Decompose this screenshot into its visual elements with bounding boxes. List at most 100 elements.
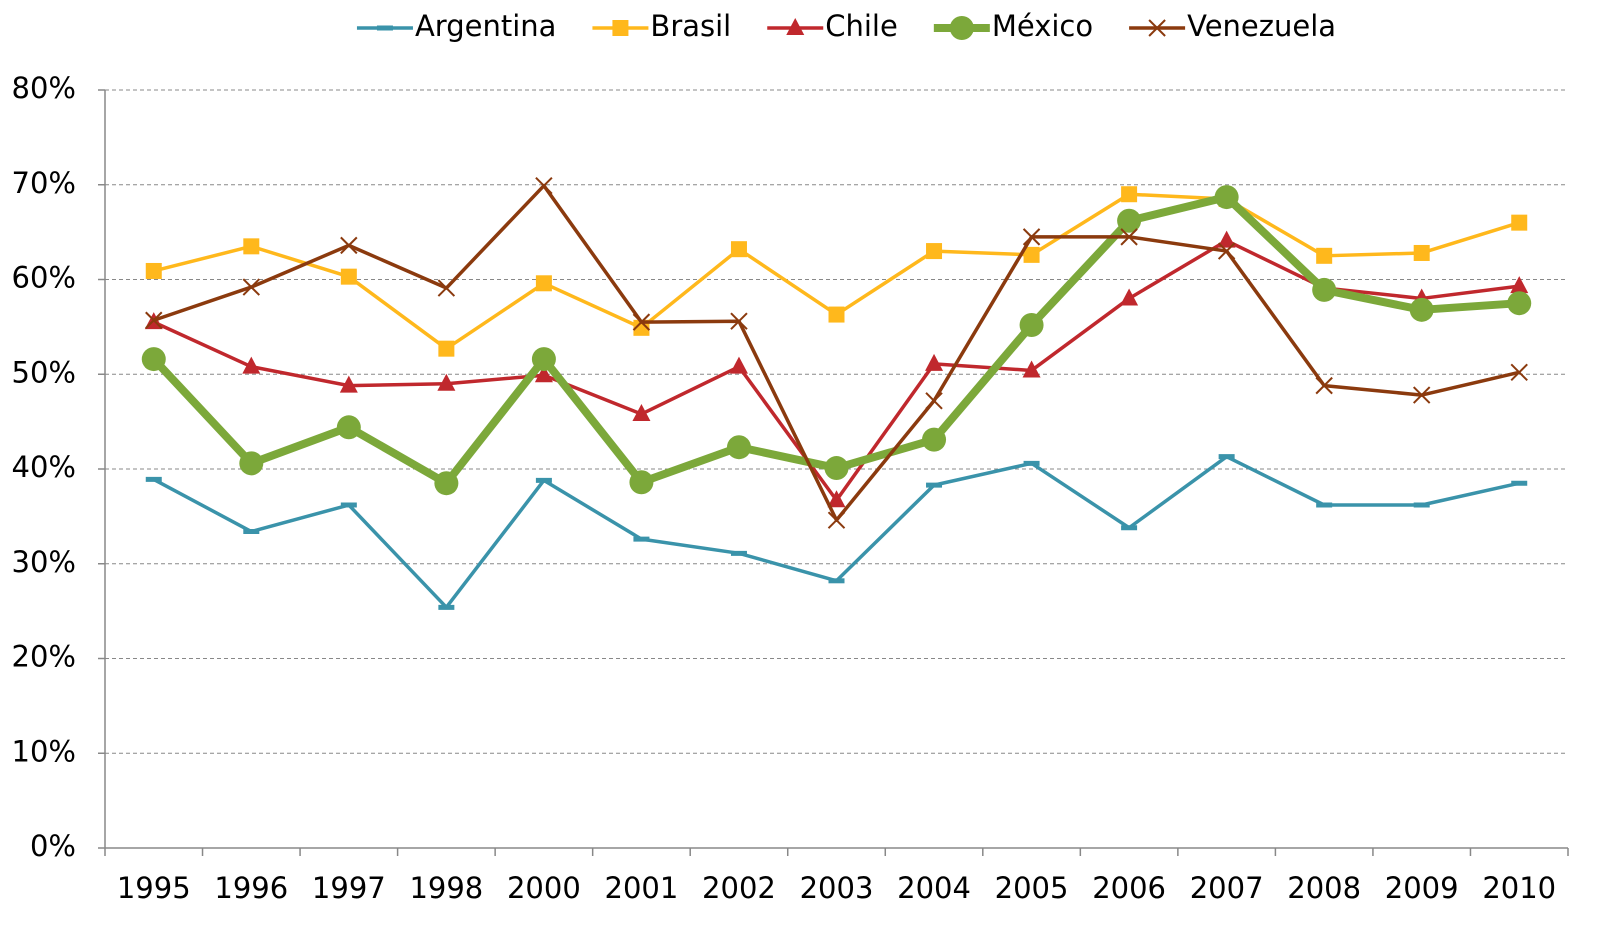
marker	[242, 278, 261, 296]
marker	[1412, 386, 1431, 404]
marker	[925, 353, 944, 371]
marker	[922, 427, 947, 452]
marker	[243, 238, 260, 255]
marker	[730, 241, 747, 258]
legend: Argentina Brasil Chile México Venezuela	[356, 9, 1336, 43]
marker	[434, 471, 459, 496]
legend-label: Argentina	[415, 9, 556, 43]
x-tick-label: 2003	[800, 871, 874, 905]
marker	[1214, 185, 1239, 210]
series	[145, 176, 1528, 529]
marker	[145, 311, 163, 329]
marker	[535, 275, 552, 292]
marker	[827, 511, 846, 529]
legend-item: Venezuela	[1129, 9, 1336, 43]
marker	[612, 20, 629, 36]
marker	[1409, 297, 1434, 322]
x-tick-label: 2006	[1092, 871, 1166, 905]
marker	[729, 356, 748, 374]
marker	[145, 262, 162, 279]
y-tick-label: 50%	[12, 355, 76, 389]
series	[145, 454, 1528, 610]
marker	[726, 435, 751, 460]
y-tick-label: 40%	[12, 450, 76, 484]
legend-label: Brasil	[650, 9, 731, 43]
marker	[437, 373, 456, 391]
marker	[1217, 242, 1236, 260]
x-tick-label: 2004	[897, 871, 971, 905]
legend-item: Argentina	[356, 9, 556, 43]
y-tick-label: 20%	[12, 640, 76, 674]
x-tick-label: 2002	[702, 871, 776, 905]
marker	[828, 306, 845, 323]
y-tick-label: 70%	[12, 166, 76, 200]
marker	[632, 404, 651, 422]
marker	[141, 347, 166, 372]
marker	[730, 312, 748, 330]
marker	[1120, 228, 1138, 246]
x-tick-label: 2009	[1385, 871, 1459, 905]
x-tick-label: 2010	[1482, 871, 1556, 905]
marker	[1510, 363, 1528, 382]
marker	[438, 340, 455, 357]
marker	[629, 470, 654, 495]
y-tick-label: 60%	[12, 261, 76, 295]
marker	[1022, 228, 1041, 246]
marker	[340, 236, 358, 255]
x-tick-label: 1996	[214, 871, 288, 905]
legend-label: Venezuela	[1187, 9, 1336, 43]
marker	[1312, 277, 1337, 302]
marker	[340, 268, 357, 285]
x-tick-label: 1998	[409, 871, 483, 905]
marker	[535, 176, 553, 195]
legend-item: México	[933, 9, 1093, 43]
y-tick-label: 10%	[12, 734, 76, 768]
marker	[531, 347, 556, 372]
marker	[632, 313, 651, 331]
marker	[1315, 376, 1333, 395]
series-line	[153, 192, 1520, 351]
x-tick-label: 2007	[1190, 871, 1264, 905]
marker	[339, 375, 358, 393]
marker	[827, 490, 846, 508]
legend-label: México	[992, 9, 1093, 43]
x-tick-label: 2001	[605, 871, 679, 905]
marker	[925, 392, 943, 410]
marker	[1511, 214, 1528, 231]
series	[141, 185, 1532, 496]
marker	[437, 279, 456, 297]
series-line	[150, 193, 1520, 488]
x-tick-label: 2005	[995, 871, 1069, 905]
y-tick-label: 30%	[12, 545, 76, 579]
marker	[534, 365, 553, 383]
marker	[1120, 288, 1139, 306]
x-tick-label: 2000	[507, 871, 581, 905]
marker	[239, 451, 264, 476]
marker	[926, 243, 943, 260]
marker	[1023, 246, 1040, 263]
marker	[1117, 208, 1142, 233]
series	[144, 230, 1529, 508]
marker	[242, 356, 261, 374]
x-tick-label: 1995	[117, 871, 191, 905]
series	[145, 186, 1528, 357]
marker	[1022, 360, 1041, 378]
marker	[824, 456, 849, 481]
legend-item: Chile	[767, 9, 898, 43]
marker	[336, 415, 361, 440]
x-tick-label: 1997	[312, 871, 386, 905]
legend-label: Chile	[825, 9, 898, 43]
marker	[786, 18, 805, 35]
marker	[1148, 19, 1166, 37]
marker	[949, 16, 974, 40]
marker	[1121, 186, 1138, 203]
x-tick-label: 2008	[1287, 871, 1361, 905]
marker	[1413, 244, 1430, 261]
legend-item: Brasil	[592, 9, 731, 43]
y-tick-label: 0%	[30, 829, 76, 863]
y-tick-label: 80%	[12, 71, 76, 105]
marker	[1510, 276, 1529, 294]
marker	[1217, 230, 1236, 248]
marker	[1507, 291, 1532, 316]
